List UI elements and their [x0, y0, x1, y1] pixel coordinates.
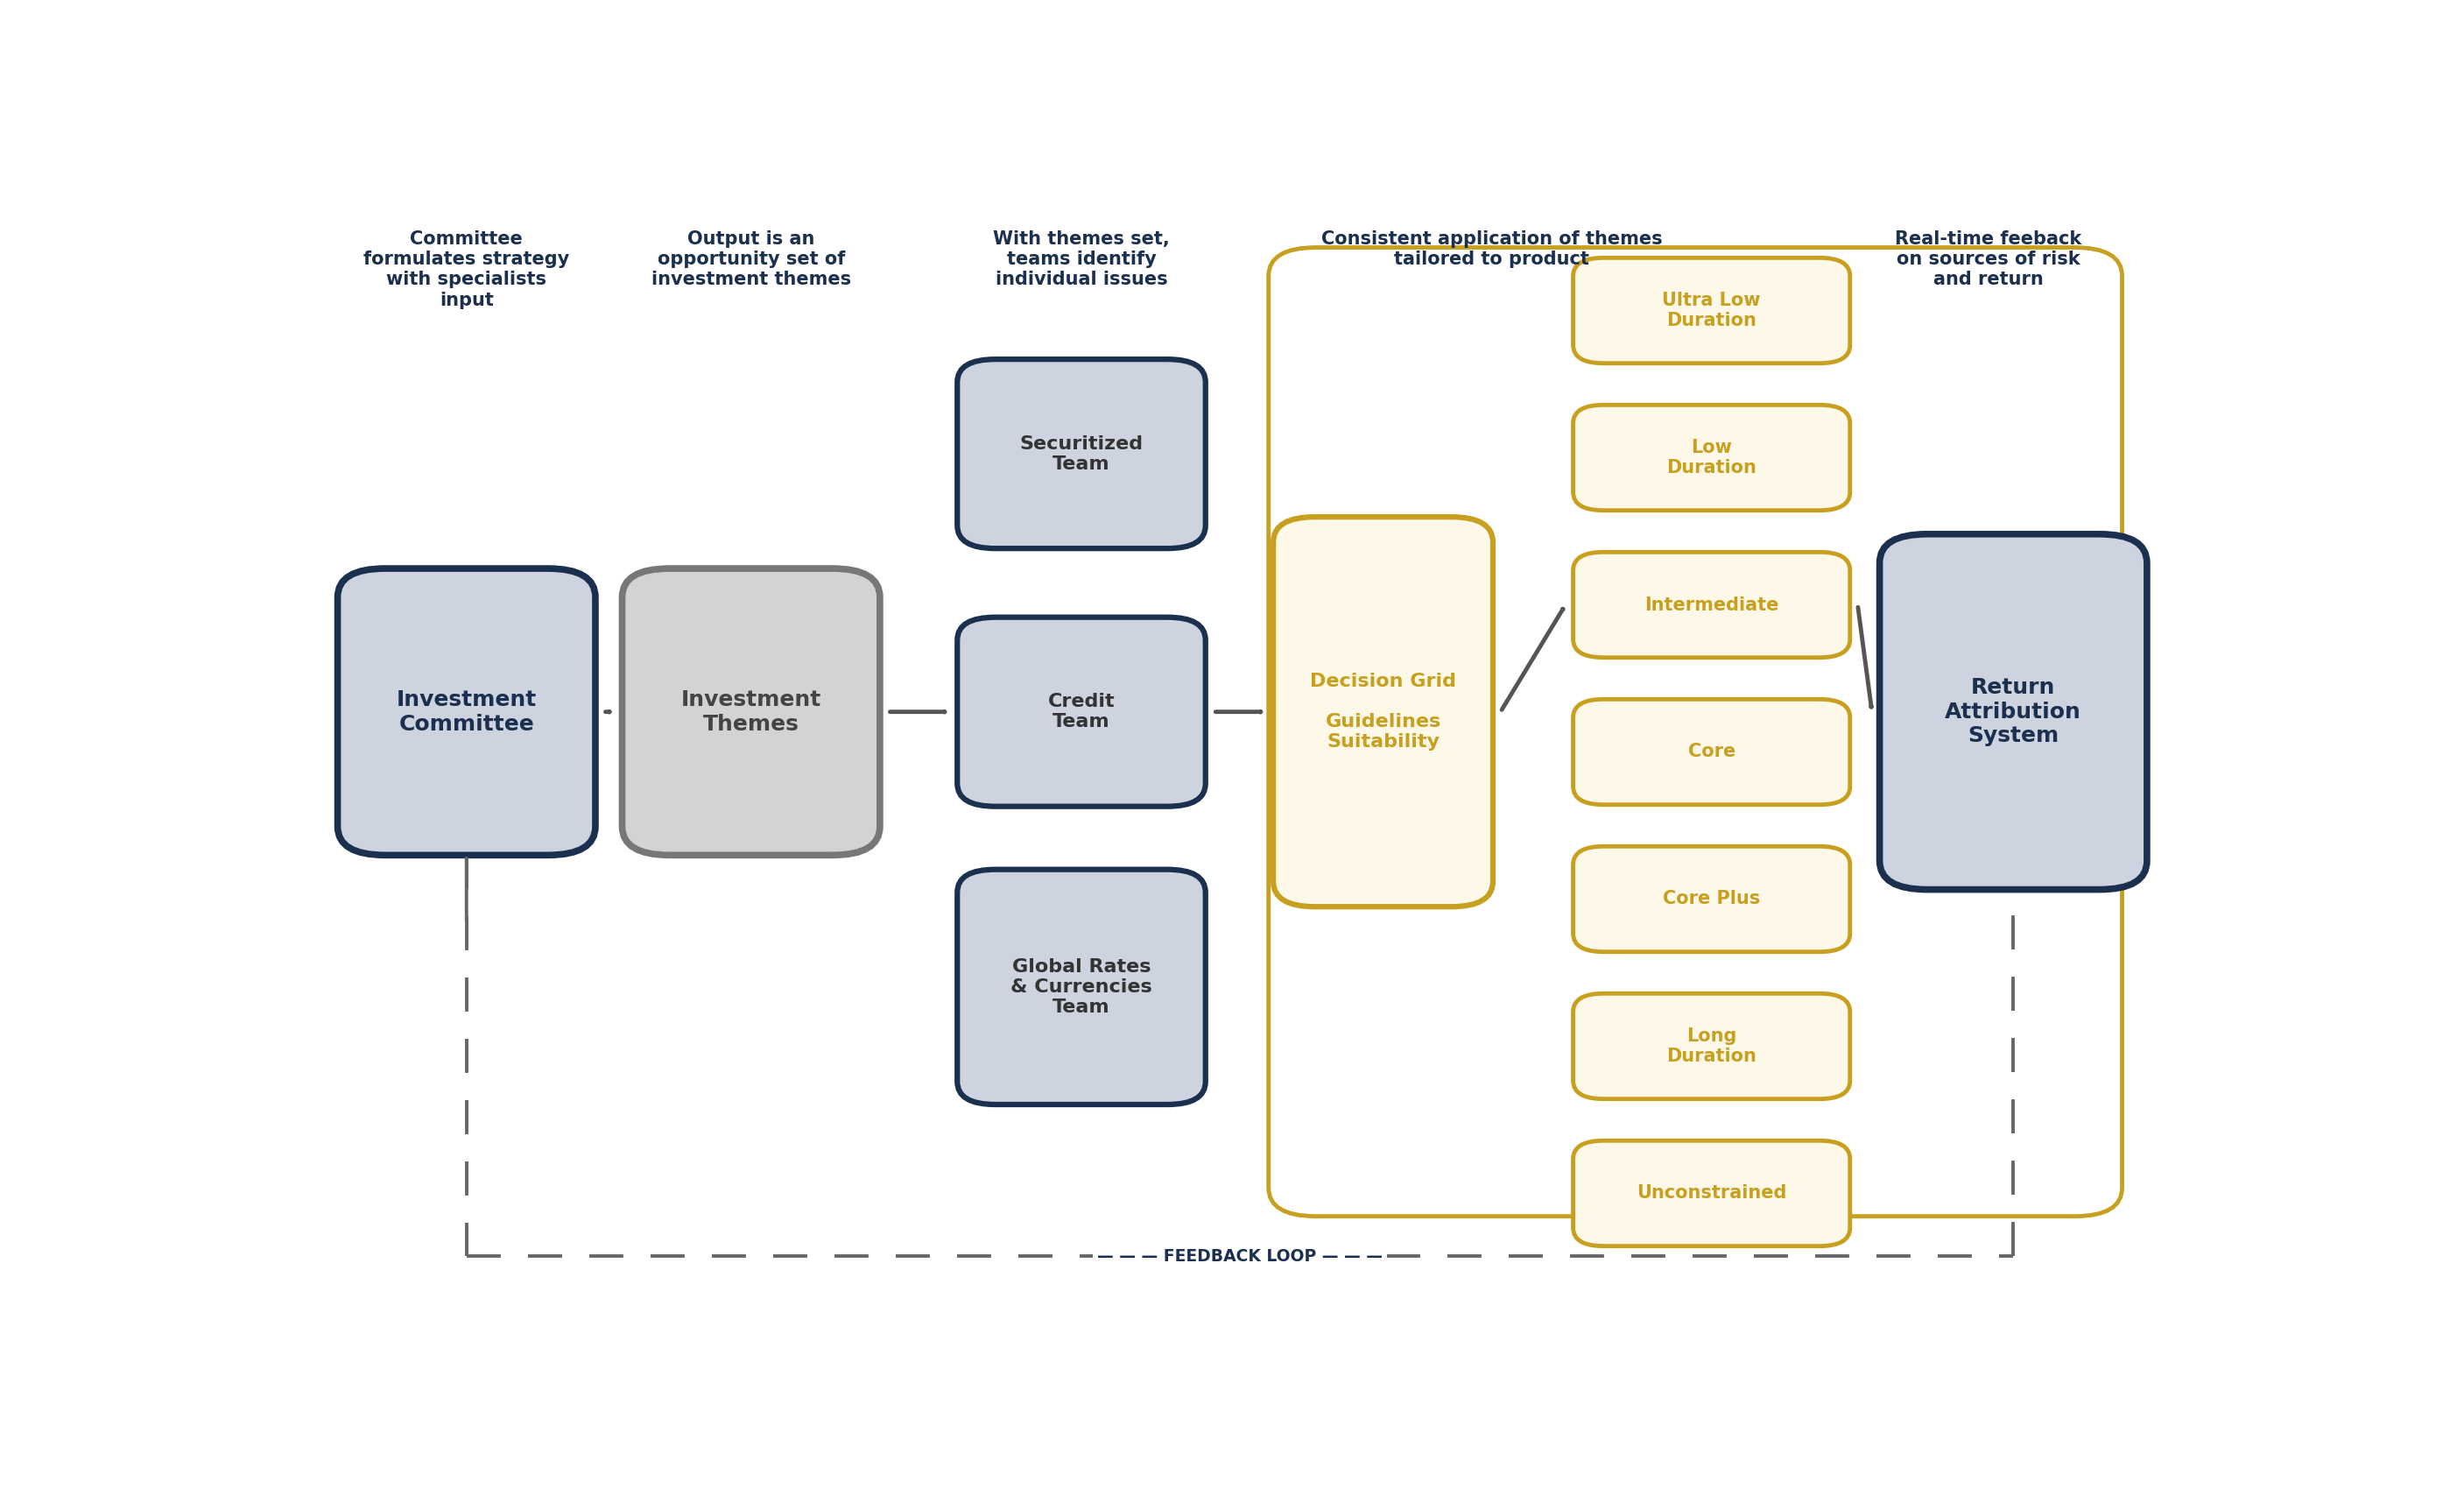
FancyBboxPatch shape	[956, 870, 1205, 1105]
Text: With themes set,
teams identify
individual issues: With themes set, teams identify individu…	[993, 231, 1170, 289]
FancyBboxPatch shape	[1572, 700, 1850, 804]
FancyBboxPatch shape	[621, 569, 880, 855]
Text: Real-time feeback
on sources of risk
and return: Real-time feeback on sources of risk and…	[1895, 231, 2082, 289]
FancyBboxPatch shape	[1274, 517, 1493, 907]
Text: Decision Grid

Guidelines
Suitability: Decision Grid Guidelines Suitability	[1311, 673, 1456, 750]
FancyBboxPatch shape	[338, 569, 596, 855]
Text: Global Rates
& Currencies
Team: Global Rates & Currencies Team	[1010, 957, 1153, 1015]
Text: Low
Duration: Low Duration	[1666, 439, 1757, 476]
Text: Consistent application of themes
tailored to product: Consistent application of themes tailore…	[1321, 231, 1663, 268]
FancyBboxPatch shape	[956, 618, 1205, 807]
Text: Committee
formulates strategy
with specialists
input: Committee formulates strategy with speci…	[365, 231, 569, 308]
FancyBboxPatch shape	[1572, 405, 1850, 511]
Text: Long
Duration: Long Duration	[1666, 1027, 1757, 1065]
FancyBboxPatch shape	[956, 359, 1205, 548]
Text: Core Plus: Core Plus	[1663, 890, 1759, 908]
FancyBboxPatch shape	[1572, 846, 1850, 951]
Text: Investment
Themes: Investment Themes	[680, 689, 821, 734]
Text: Return
Attribution
System: Return Attribution System	[1944, 677, 2082, 746]
Text: Securitized
Team: Securitized Team	[1020, 435, 1143, 474]
Text: Unconstrained: Unconstrained	[1636, 1185, 1786, 1202]
FancyBboxPatch shape	[1572, 1141, 1850, 1246]
Text: — — — FEEDBACK LOOP — — —: — — — FEEDBACK LOOP — — —	[1096, 1248, 1382, 1264]
Text: Credit
Team: Credit Team	[1047, 692, 1114, 731]
Text: Output is an
opportunity set of
investment themes: Output is an opportunity set of investme…	[650, 231, 850, 289]
FancyBboxPatch shape	[1572, 258, 1850, 363]
Text: Investment
Committee: Investment Committee	[397, 689, 537, 734]
FancyBboxPatch shape	[1880, 535, 2146, 889]
FancyBboxPatch shape	[1572, 552, 1850, 658]
Text: Core: Core	[1688, 743, 1735, 761]
FancyBboxPatch shape	[1572, 993, 1850, 1099]
Text: Ultra Low
Duration: Ultra Low Duration	[1663, 292, 1762, 329]
Text: Intermediate: Intermediate	[1643, 596, 1779, 613]
